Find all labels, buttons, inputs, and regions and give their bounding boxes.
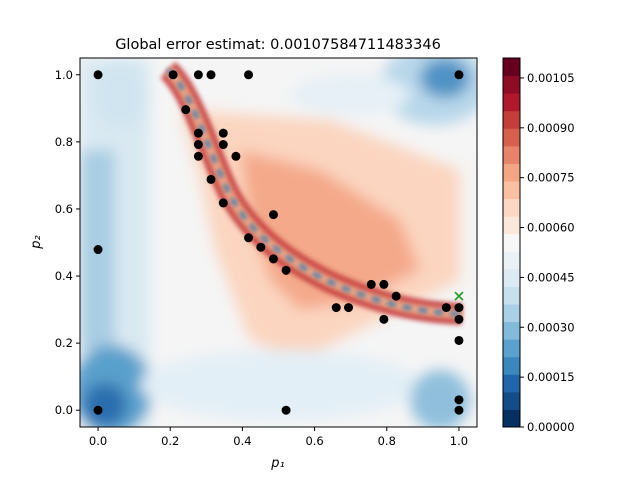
colorbar-band [503, 304, 520, 323]
colorbar-frame [502, 57, 521, 428]
candidate-point-marker [454, 291, 464, 301]
data-point [218, 198, 228, 208]
x-tick-label: 0.8 [378, 434, 396, 448]
data-point [193, 128, 203, 138]
colorbar-band [503, 321, 520, 340]
colorbar-tick-label: 0.00105 [527, 71, 575, 85]
data-point [256, 242, 266, 252]
colorbar-tick-label: 0.00045 [527, 270, 575, 284]
colorbar-band [503, 181, 520, 200]
colorbar-band [503, 75, 520, 94]
colorbar-tick-label: 0.00015 [527, 370, 575, 384]
y-tick-label: 0.2 [55, 336, 73, 350]
data-point [93, 70, 103, 80]
colorbar-band [503, 93, 520, 112]
colorbar-tick-label: 0.00075 [527, 171, 575, 185]
data-point [379, 279, 389, 289]
colorbar-band [503, 233, 520, 252]
data-point [218, 128, 228, 138]
colorbar-band [503, 391, 520, 410]
data-point [193, 140, 203, 150]
data-point [441, 303, 451, 313]
x-axis-label: p₁ [270, 456, 284, 471]
y-axis: 0.0 0.2 0.4 0.6 0.8 1.0 [55, 68, 80, 417]
data-point [454, 395, 464, 405]
data-point [379, 314, 389, 324]
chart-title: Global error estimat: 0.0010758471148334… [115, 37, 441, 53]
colorbar-band [503, 110, 520, 129]
colorbar-tick-label: 0.00000 [527, 420, 575, 434]
data-point [281, 265, 291, 275]
colorbar-band [503, 128, 520, 147]
data-point [331, 303, 341, 313]
colorbar-tick-label: 0.00090 [527, 121, 575, 135]
y-tick-label: 0.4 [55, 269, 73, 283]
data-point [454, 335, 464, 345]
x-axis: 0.0 0.2 0.4 0.6 0.8 1.0 [89, 427, 468, 448]
colorbar-tick-label: 0.00030 [527, 320, 575, 334]
data-point [344, 303, 354, 313]
data-point [268, 254, 278, 264]
colorbar-band [503, 216, 520, 235]
colorbar-band [503, 409, 520, 428]
x-tick-label: 0.2 [161, 434, 179, 448]
colorbar-band [503, 339, 520, 358]
data-point [268, 210, 278, 220]
colorbar-band [503, 251, 520, 270]
data-point [218, 140, 228, 150]
data-point [193, 151, 203, 161]
plot-frame [79, 57, 478, 428]
y-tick-label: 0.0 [55, 403, 73, 417]
data-point [454, 70, 464, 80]
error-contour [80, 58, 477, 427]
data-point [391, 291, 401, 301]
data-point [244, 70, 254, 80]
colorbar-band [503, 198, 520, 217]
y-axis-label: p₂ [29, 235, 44, 249]
colorbar-band [503, 286, 520, 305]
y-tick-label: 0.6 [55, 202, 73, 216]
colorbar-band [503, 356, 520, 375]
data-point [231, 151, 241, 161]
x-tick-label: 0.4 [233, 434, 251, 448]
data-point [93, 405, 103, 415]
colorbar-tick-label: 0.00060 [527, 221, 575, 235]
data-point [93, 245, 103, 255]
x-tick-label: 0.0 [89, 434, 107, 448]
y-tick-label: 0.8 [55, 135, 73, 149]
data-point [366, 279, 376, 289]
colorbar [502, 57, 521, 428]
data-point [454, 303, 464, 313]
colorbar-axis: 0.00000 0.00015 0.00030 0.00045 0.00060 0.000… [520, 71, 575, 434]
sample-points [93, 70, 464, 415]
x-tick-label: 1.0 [450, 434, 468, 448]
data-point [206, 174, 216, 184]
data-point [454, 314, 464, 324]
data-point [244, 233, 254, 243]
x-tick-label: 0.6 [305, 434, 323, 448]
data-point [454, 405, 464, 415]
data-point [181, 105, 191, 115]
colorbar-band [503, 163, 520, 182]
colorbar-band [503, 145, 520, 164]
colorbar-band [503, 268, 520, 287]
data-point [168, 70, 178, 80]
colorbar-band [503, 58, 520, 77]
data-point [281, 405, 291, 415]
data-point [193, 70, 203, 80]
data-point [206, 70, 216, 80]
colorbar-band [503, 374, 520, 393]
y-tick-label: 1.0 [55, 68, 73, 82]
